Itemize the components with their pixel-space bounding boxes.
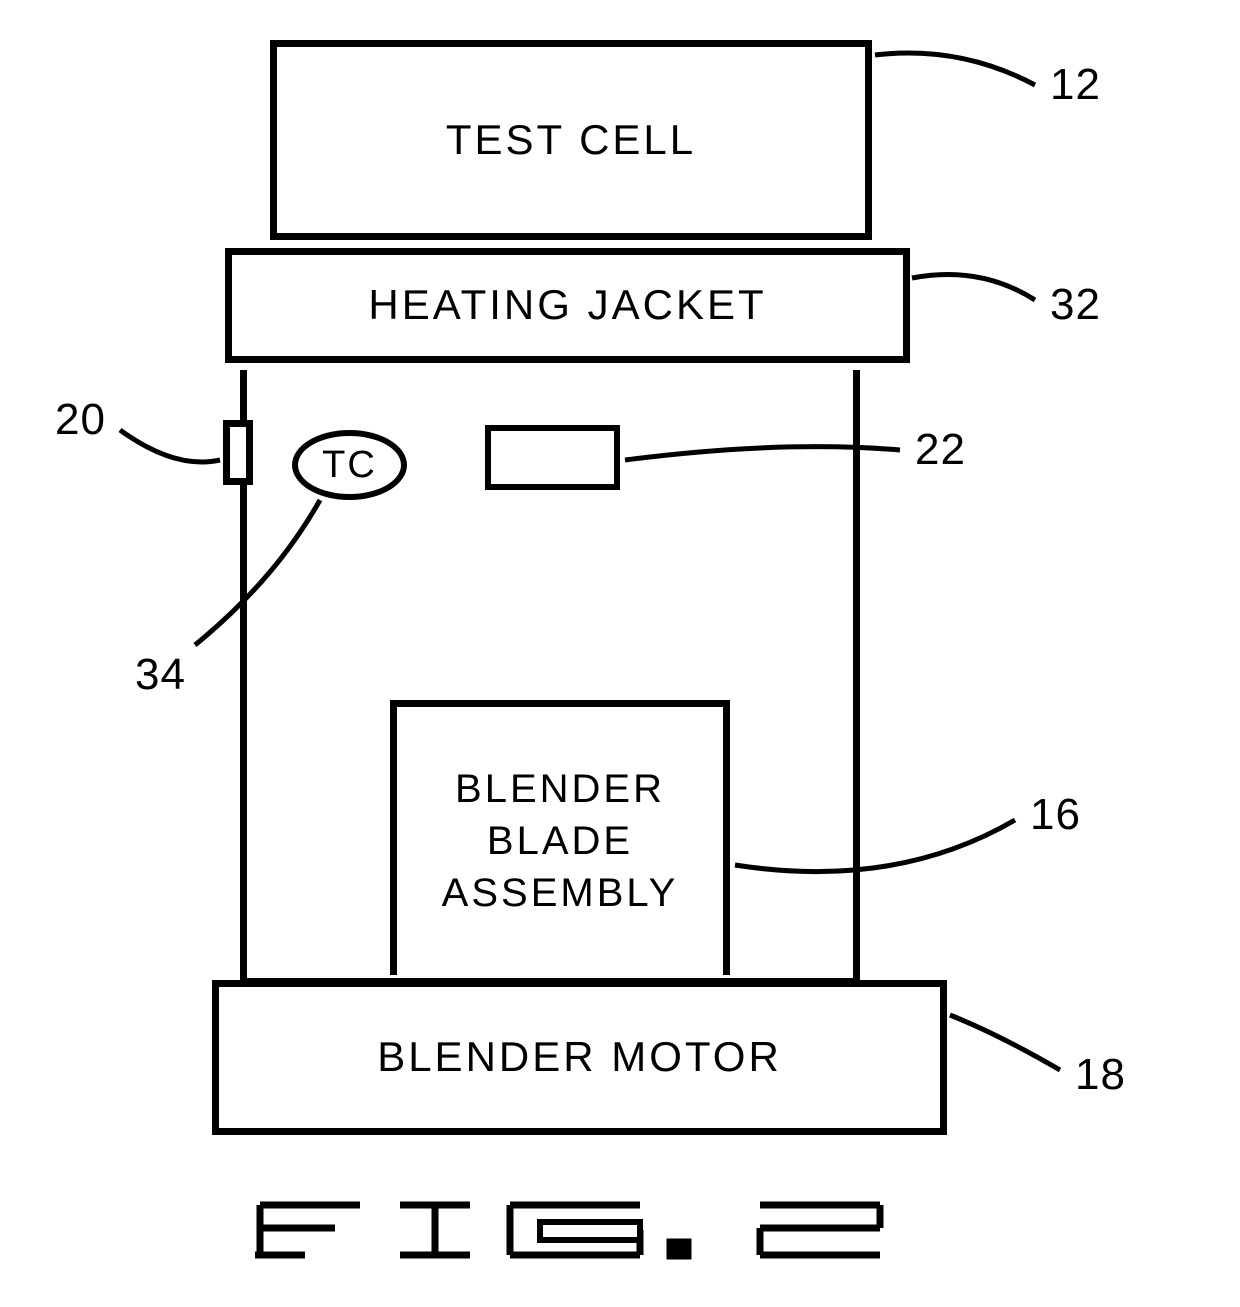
test-cell-label: TEST CELL (446, 113, 696, 168)
side-tab (223, 420, 253, 485)
blender-motor-box: BLENDER MOTOR (212, 980, 947, 1135)
ref-22: 22 (915, 425, 966, 475)
tc-ellipse: TC (292, 430, 407, 500)
heating-jacket-box: HEATING JACKET (225, 248, 910, 363)
ref-20: 20 (55, 395, 106, 445)
heating-jacket-label: HEATING JACKET (368, 278, 766, 333)
ref-32: 32 (1050, 280, 1101, 330)
ref-18: 18 (1075, 1050, 1126, 1100)
blender-motor-label: BLENDER MOTOR (377, 1030, 782, 1085)
figure-label (240, 1190, 970, 1270)
ref-34: 34 (135, 650, 186, 700)
small-rect-indicator (485, 425, 620, 490)
diagram-root: TEST CELL HEATING JACKET TC BLENDER BLAD… (0, 0, 1240, 1307)
ref-12: 12 (1050, 60, 1101, 110)
blender-blade-label: BLENDER BLADE ASSEMBLY (442, 763, 679, 919)
blender-blade-box: BLENDER BLADE ASSEMBLY (390, 700, 730, 975)
ref-16: 16 (1030, 790, 1081, 840)
tc-label: TC (322, 444, 377, 487)
test-cell-box: TEST CELL (270, 40, 872, 240)
